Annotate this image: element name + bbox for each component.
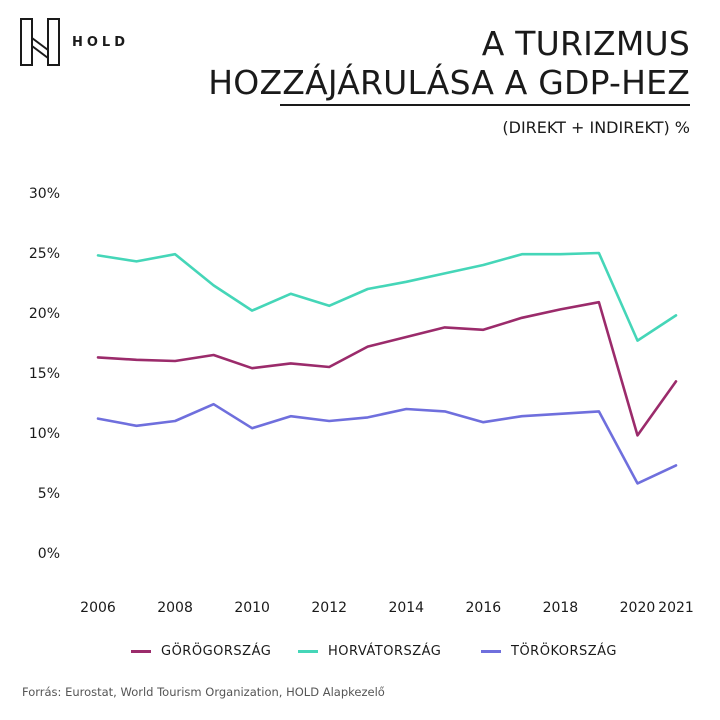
x-tick-label: 2016 — [466, 600, 502, 616]
series-line-greece — [96, 300, 678, 437]
x-tick-label: 2018 — [543, 600, 579, 616]
subtitle: (DIREKT + INDIREKT) % — [502, 118, 690, 137]
series-line-turkey — [96, 402, 678, 485]
x-tick-label: 2006 — [80, 600, 116, 616]
y-tick-label: 5% — [38, 486, 60, 502]
y-tick-label: 30% — [29, 186, 60, 202]
y-tick-label: 25% — [29, 246, 60, 262]
legend-label-croatia: HORVÁTORSZÁG — [328, 644, 442, 659]
x-tick-label: 2021 — [658, 600, 694, 616]
legend-label-turkey: TÖRÖKORSZÁG — [511, 644, 617, 659]
source-note: Forrás: Eurostat, World Tourism Organiza… — [22, 685, 385, 699]
hold-logo-icon — [20, 18, 60, 66]
title-line-1: A TURIZMUS — [481, 24, 690, 63]
legend-item-turkey: TÖRÖKORSZÁG — [481, 644, 617, 659]
title-line-2: HOZZÁJÁRULÁSA A GDP-HEZ — [208, 63, 690, 102]
legend-swatch-greece — [131, 650, 151, 653]
y-tick-label: 0% — [38, 546, 60, 562]
x-tick-label: 2020 — [620, 600, 656, 616]
legend-swatch-turkey — [481, 650, 501, 653]
series-line-croatia — [96, 251, 678, 342]
legend-label-greece: GÖRÖGORSZÁG — [161, 644, 272, 659]
chart-legend: GÖRÖGORSZÁG HORVÁTORSZÁG TÖRÖKORSZÁG — [0, 644, 720, 664]
hold-logo: HOLD — [18, 16, 129, 68]
y-tick-label: 20% — [29, 306, 60, 322]
legend-item-croatia: HORVÁTORSZÁG — [298, 644, 441, 659]
legend-swatch-croatia — [298, 650, 318, 653]
page-title: A TURIZMUS HOZZÁJÁRULÁSA A GDP-HEZ — [208, 24, 690, 102]
y-tick-label: 15% — [29, 366, 60, 382]
x-tick-label: 2014 — [388, 600, 424, 616]
y-tick-label: 10% — [29, 426, 60, 442]
x-tick-label: 2012 — [311, 600, 347, 616]
logo-text: HOLD — [72, 34, 130, 50]
x-tick-label: 2008 — [157, 600, 193, 616]
x-tick-label: 2010 — [234, 600, 270, 616]
legend-item-greece: GÖRÖGORSZÁG — [131, 644, 271, 659]
title-underline — [280, 104, 690, 106]
